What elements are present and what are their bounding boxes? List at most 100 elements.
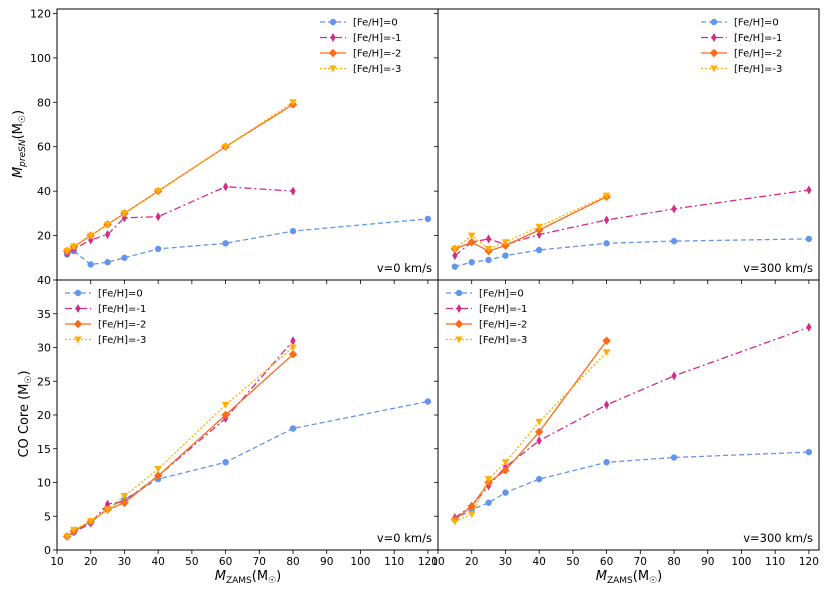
data-point <box>70 526 78 534</box>
x-tick-label: 120 <box>799 556 819 568</box>
legend-label: [Fe/H]=-2 <box>353 49 401 60</box>
x-tick-label: 30 <box>499 556 512 568</box>
x-tick-label: 80 <box>667 556 680 568</box>
data-point <box>485 499 492 506</box>
data-point <box>603 215 610 225</box>
series-line <box>454 451 809 521</box>
data-point <box>154 466 162 473</box>
data-point <box>805 235 813 243</box>
x-tick-label: 40 <box>151 556 164 568</box>
data-point <box>104 259 111 266</box>
series-2 <box>450 336 611 524</box>
axes-frame <box>437 279 820 551</box>
x-tick-label: 20 <box>84 556 97 568</box>
data-point <box>86 232 95 240</box>
velocity-annotation: v=0 km/s <box>377 261 432 275</box>
series-0 <box>63 398 432 540</box>
data-point <box>222 182 229 192</box>
y-tick-label: 80 <box>37 96 51 109</box>
legend-marker <box>73 319 83 329</box>
legend-label: [Fe/H]=-1 <box>479 304 527 315</box>
series-3 <box>63 99 297 255</box>
series-3 <box>451 192 611 253</box>
data-point <box>535 418 543 426</box>
legend: [Fe/H]=0 [Fe/H]=-1 [Fe/H]=-2 [Fe/H]=-3 <box>320 18 401 75</box>
panel-top-right: v=300 km/s[Fe/H]=0[Fe/H]=-1[Fe/H]=-2[Fe/… <box>434 8 820 284</box>
data-point <box>288 350 298 359</box>
data-point <box>120 498 129 507</box>
data-point <box>806 185 812 195</box>
data-point <box>70 243 78 251</box>
x-tick-label: 30 <box>118 556 131 568</box>
series-line <box>454 195 607 250</box>
data-point <box>103 506 112 514</box>
data-point <box>670 454 678 461</box>
x-tick-label: 90 <box>701 556 714 568</box>
panel-bottom-left: 10 20 30 40 50 60 70 80 90 100 110 120 0 5 10 15 20 25 30 3… <box>37 274 439 568</box>
data-point <box>671 204 677 214</box>
x-tick-label: 60 <box>219 556 232 568</box>
data-point <box>289 99 297 107</box>
x-tick-label: 70 <box>634 556 647 568</box>
data-point <box>451 518 459 526</box>
data-point <box>484 245 493 253</box>
data-point <box>602 336 611 345</box>
x-tick-label: 40 <box>532 556 545 568</box>
legend-marker <box>329 65 337 73</box>
legend-marker <box>709 48 719 58</box>
legend-label: [Fe/H]=-2 <box>734 49 782 60</box>
data-point <box>468 259 475 266</box>
legend-label: [Fe/H]=-2 <box>98 320 146 331</box>
legend-marker <box>328 48 338 58</box>
legend-label: [Fe/H]=-3 <box>353 64 401 75</box>
legend-marker <box>330 33 336 42</box>
x-tick-label: 50 <box>566 556 579 568</box>
x-tick-label: 80 <box>286 556 299 568</box>
data-point <box>104 499 111 509</box>
legend-label: [Fe/H]=-3 <box>479 335 527 346</box>
xlabel-right: MZAMS(M☉) <box>596 569 662 586</box>
ylabel-top: MpreSN(M☉) <box>11 110 28 178</box>
panel-bottom-right: 10 20 30 40 50 60 70 80 90 100 110 120 v=300 km/s [Fe… <box>431 279 820 568</box>
x-tick-label: 70 <box>253 556 266 568</box>
legend-label: [Fe/H]=0 <box>98 289 143 300</box>
series-line <box>66 400 429 538</box>
series-1 <box>64 336 296 541</box>
data-point <box>86 517 95 525</box>
data-point <box>155 212 161 222</box>
velocity-annotation: v=0 km/s <box>377 531 432 545</box>
legend-marker <box>710 18 718 26</box>
series-line <box>66 218 428 266</box>
data-point <box>87 261 94 268</box>
data-point <box>535 223 543 231</box>
legend: [Fe/H]=0 [Fe/H]=-1 [Fe/H]=-2 [Fe/H]=-3 <box>701 18 782 75</box>
data-point <box>63 248 71 255</box>
series-line <box>454 351 608 523</box>
data-point <box>222 459 229 466</box>
data-point <box>290 336 296 346</box>
legend-marker <box>329 18 337 26</box>
data-point <box>451 263 459 270</box>
series-line <box>454 326 810 519</box>
y-tick-label: 20 <box>37 409 51 422</box>
data-point <box>221 143 230 151</box>
data-point <box>502 252 509 259</box>
data-point <box>534 427 544 437</box>
data-point <box>603 240 610 247</box>
y-tick-label: 35 <box>37 308 51 321</box>
legend-marker <box>455 336 463 344</box>
x-tick-label: 100 <box>731 556 751 568</box>
x-tick-label: 50 <box>185 556 198 568</box>
series-2 <box>62 100 298 256</box>
series-3 <box>451 349 611 526</box>
y-tick-label: 0 <box>44 544 51 557</box>
data-point <box>602 349 611 357</box>
data-point <box>536 436 542 446</box>
data-point <box>289 227 297 235</box>
data-point <box>670 237 678 245</box>
data-point <box>120 210 129 218</box>
legend-marker <box>74 336 82 344</box>
x-tick-label: 20 <box>465 556 478 568</box>
y-tick-label: 40 <box>37 185 51 198</box>
